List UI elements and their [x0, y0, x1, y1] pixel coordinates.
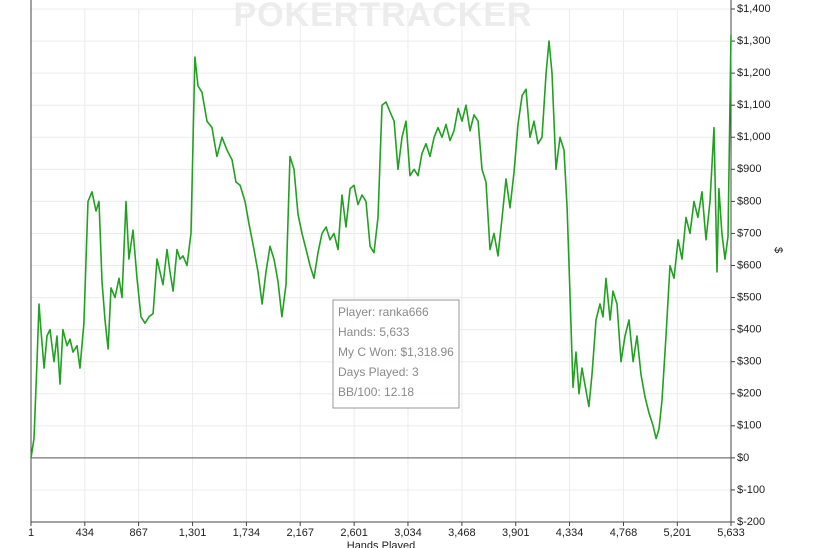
watermark: POKERTRACKER — [233, 0, 532, 34]
x-tick-label: 3,901 — [502, 527, 530, 539]
x-tick-label: 1,734 — [233, 527, 261, 539]
y-tick-label: $1,300 — [737, 35, 771, 47]
tooltip-text: Hands: 5,633 — [338, 325, 410, 339]
x-tick-label: 5,201 — [664, 527, 692, 539]
y-tick-label: $0 — [737, 452, 749, 464]
x-tick-label: 4,334 — [556, 527, 584, 539]
tooltip-box — [332, 299, 460, 409]
y-tick-label: $600 — [737, 259, 761, 271]
x-tick-label: 867 — [129, 527, 147, 539]
y-tick-label: $-200 — [737, 516, 765, 528]
x-tick-label: 4,768 — [610, 527, 638, 539]
y-tick-label: $900 — [737, 163, 761, 175]
tooltip-text: Player: ranka666 — [338, 305, 429, 319]
y-tick-label: $1,100 — [737, 99, 771, 111]
x-tick-label: 3,034 — [394, 527, 422, 539]
x-tick-label: 3,468 — [448, 527, 476, 539]
y-tick-label: $100 — [737, 420, 761, 432]
x-tick-label: 1 — [28, 527, 34, 539]
y-tick-label: $300 — [737, 356, 761, 368]
x-axis-title: Hands Played — [347, 540, 416, 548]
tooltip-text: My C Won: $1,318.96 — [338, 345, 454, 359]
tooltip-text: BB/100: 12.18 — [338, 385, 414, 399]
y-tick-label: $-100 — [737, 484, 765, 496]
x-tick-label: 2,167 — [286, 527, 314, 539]
tooltip-text: Days Played: 3 — [338, 365, 419, 379]
x-tick-label: 434 — [76, 527, 94, 539]
y-tick-label: $500 — [737, 291, 761, 303]
y-tick-label: $800 — [737, 195, 761, 207]
x-tick-label: 1,301 — [179, 527, 207, 539]
x-tick-label: 5,633 — [717, 527, 745, 539]
y-tick-label: $400 — [737, 324, 761, 336]
y-tick-label: $1,200 — [737, 67, 771, 79]
y-tick-label: $200 — [737, 388, 761, 400]
x-tick-label: 2,601 — [340, 527, 368, 539]
profit-line — [30, 34, 732, 459]
y-tick-label: $1,000 — [737, 131, 771, 143]
y-tick-label: $1,400 — [737, 3, 771, 15]
y-tick-label: $700 — [737, 227, 761, 239]
y-axis-title: $ — [772, 247, 784, 253]
